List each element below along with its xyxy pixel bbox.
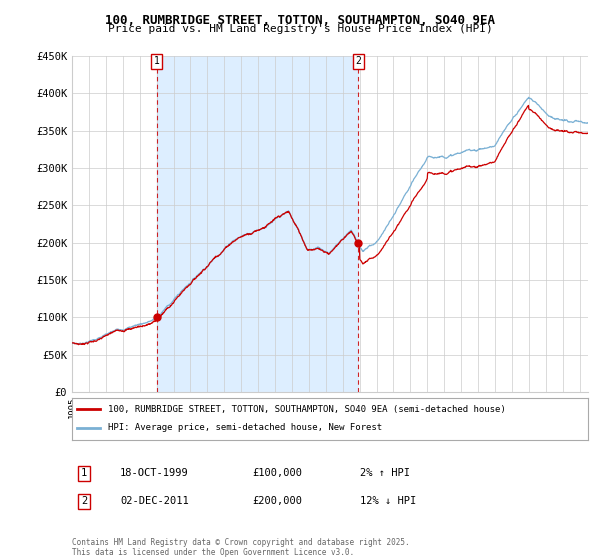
Text: 12% ↓ HPI: 12% ↓ HPI	[360, 496, 416, 506]
Text: 2% ↑ HPI: 2% ↑ HPI	[360, 468, 410, 478]
Text: Price paid vs. HM Land Registry's House Price Index (HPI): Price paid vs. HM Land Registry's House …	[107, 24, 493, 34]
Text: HPI: Average price, semi-detached house, New Forest: HPI: Average price, semi-detached house,…	[108, 423, 382, 432]
Text: £100,000: £100,000	[252, 468, 302, 478]
Text: £200,000: £200,000	[252, 496, 302, 506]
Text: 2: 2	[81, 496, 87, 506]
Text: 1: 1	[154, 56, 160, 66]
Bar	[157, 56, 358, 392]
Text: 100, RUMBRIDGE STREET, TOTTON, SOUTHAMPTON, SO40 9EA: 100, RUMBRIDGE STREET, TOTTON, SOUTHAMPT…	[105, 14, 495, 27]
Text: 2: 2	[355, 56, 361, 66]
Text: Contains HM Land Registry data © Crown copyright and database right 2025.
This d: Contains HM Land Registry data © Crown c…	[72, 538, 410, 557]
Text: 18-OCT-1999: 18-OCT-1999	[120, 468, 189, 478]
Text: 100, RUMBRIDGE STREET, TOTTON, SOUTHAMPTON, SO40 9EA (semi-detached house): 100, RUMBRIDGE STREET, TOTTON, SOUTHAMPT…	[108, 405, 506, 414]
Text: 02-DEC-2011: 02-DEC-2011	[120, 496, 189, 506]
Text: 1: 1	[81, 468, 87, 478]
